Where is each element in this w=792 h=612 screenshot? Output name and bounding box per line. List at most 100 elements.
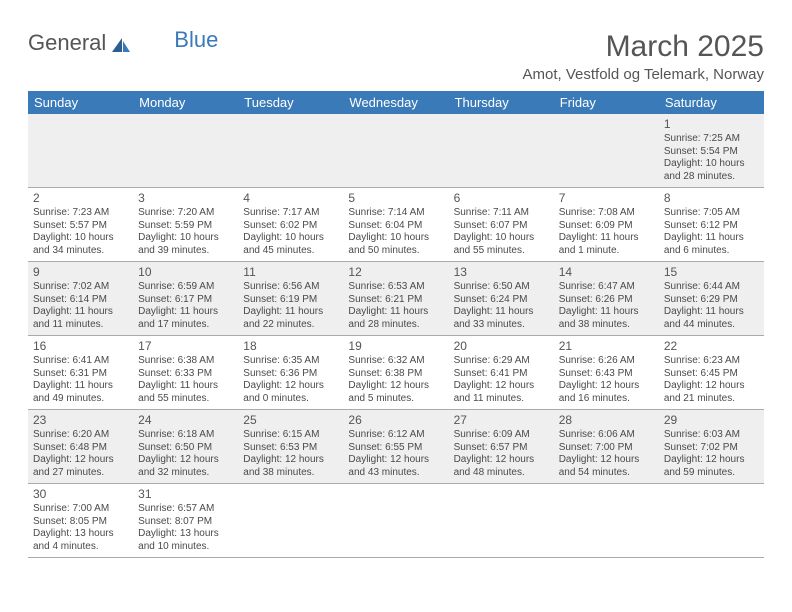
- daylight-text: Daylight: 12 hours and 38 minutes.: [243, 454, 338, 479]
- day-number: 19: [348, 339, 443, 354]
- daylight-text: Daylight: 11 hours and 49 minutes.: [33, 380, 128, 405]
- sunset-text: Sunset: 8:05 PM: [33, 516, 128, 529]
- day-header: Friday: [554, 91, 659, 114]
- calendar-day-cell: 10Sunrise: 6:59 AMSunset: 6:17 PMDayligh…: [133, 262, 238, 336]
- daylight-text: Daylight: 12 hours and 59 minutes.: [664, 454, 759, 479]
- calendar-week-row: 1Sunrise: 7:25 AMSunset: 5:54 PMDaylight…: [28, 114, 764, 188]
- day-number: 2: [33, 191, 128, 206]
- day-number: 4: [243, 191, 338, 206]
- sunset-text: Sunset: 6:41 PM: [454, 368, 549, 381]
- day-number: 25: [243, 413, 338, 428]
- calendar-day-cell: [238, 114, 343, 188]
- daylight-text: Daylight: 11 hours and 22 minutes.: [243, 306, 338, 331]
- day-number: 11: [243, 265, 338, 280]
- day-number: 31: [138, 487, 233, 502]
- day-number: 20: [454, 339, 549, 354]
- calendar-day-cell: 23Sunrise: 6:20 AMSunset: 6:48 PMDayligh…: [28, 410, 133, 484]
- sunrise-text: Sunrise: 6:26 AM: [559, 355, 654, 368]
- day-number: 21: [559, 339, 654, 354]
- day-number: 30: [33, 487, 128, 502]
- sunset-text: Sunset: 6:14 PM: [33, 294, 128, 307]
- daylight-text: Daylight: 12 hours and 11 minutes.: [454, 380, 549, 405]
- calendar-day-cell: 1Sunrise: 7:25 AMSunset: 5:54 PMDaylight…: [659, 114, 764, 188]
- sail-icon: [110, 34, 132, 52]
- calendar-day-cell: 29Sunrise: 6:03 AMSunset: 7:02 PMDayligh…: [659, 410, 764, 484]
- daylight-text: Daylight: 12 hours and 5 minutes.: [348, 380, 443, 405]
- sunset-text: Sunset: 8:07 PM: [138, 516, 233, 529]
- day-number: 29: [664, 413, 759, 428]
- sunset-text: Sunset: 5:54 PM: [664, 146, 759, 159]
- daylight-text: Daylight: 11 hours and 11 minutes.: [33, 306, 128, 331]
- sunrise-text: Sunrise: 6:18 AM: [138, 429, 233, 442]
- daylight-text: Daylight: 12 hours and 27 minutes.: [33, 454, 128, 479]
- day-header: Tuesday: [238, 91, 343, 114]
- calendar-day-cell: [659, 484, 764, 558]
- sunrise-text: Sunrise: 7:14 AM: [348, 207, 443, 220]
- calendar-week-row: 23Sunrise: 6:20 AMSunset: 6:48 PMDayligh…: [28, 410, 764, 484]
- sunset-text: Sunset: 6:38 PM: [348, 368, 443, 381]
- logo: General Blue: [28, 30, 218, 56]
- daylight-text: Daylight: 11 hours and 28 minutes.: [348, 306, 443, 331]
- sunrise-text: Sunrise: 6:12 AM: [348, 429, 443, 442]
- daylight-text: Daylight: 12 hours and 32 minutes.: [138, 454, 233, 479]
- calendar-day-cell: 7Sunrise: 7:08 AMSunset: 6:09 PMDaylight…: [554, 188, 659, 262]
- sunrise-text: Sunrise: 6:59 AM: [138, 281, 233, 294]
- calendar-day-cell: 18Sunrise: 6:35 AMSunset: 6:36 PMDayligh…: [238, 336, 343, 410]
- logo-text-general: General: [28, 30, 106, 56]
- calendar-day-cell: 28Sunrise: 6:06 AMSunset: 7:00 PMDayligh…: [554, 410, 659, 484]
- daylight-text: Daylight: 11 hours and 1 minute.: [559, 232, 654, 257]
- calendar-day-cell: [449, 484, 554, 558]
- month-title: March 2025: [523, 30, 765, 64]
- day-number: 12: [348, 265, 443, 280]
- calendar-day-cell: 4Sunrise: 7:17 AMSunset: 6:02 PMDaylight…: [238, 188, 343, 262]
- sunrise-text: Sunrise: 6:29 AM: [454, 355, 549, 368]
- calendar-day-cell: [554, 114, 659, 188]
- daylight-text: Daylight: 13 hours and 4 minutes.: [33, 528, 128, 553]
- sunset-text: Sunset: 6:21 PM: [348, 294, 443, 307]
- daylight-text: Daylight: 11 hours and 6 minutes.: [664, 232, 759, 257]
- day-number: 18: [243, 339, 338, 354]
- sunset-text: Sunset: 6:12 PM: [664, 220, 759, 233]
- sunrise-text: Sunrise: 6:03 AM: [664, 429, 759, 442]
- calendar-day-cell: [28, 114, 133, 188]
- sunset-text: Sunset: 6:33 PM: [138, 368, 233, 381]
- day-number: 1: [664, 117, 759, 132]
- calendar-day-cell: 30Sunrise: 7:00 AMSunset: 8:05 PMDayligh…: [28, 484, 133, 558]
- daylight-text: Daylight: 12 hours and 0 minutes.: [243, 380, 338, 405]
- sunrise-text: Sunrise: 7:17 AM: [243, 207, 338, 220]
- sunset-text: Sunset: 6:04 PM: [348, 220, 443, 233]
- sunrise-text: Sunrise: 6:47 AM: [559, 281, 654, 294]
- sunrise-text: Sunrise: 7:25 AM: [664, 133, 759, 146]
- sunset-text: Sunset: 6:36 PM: [243, 368, 338, 381]
- day-number: 13: [454, 265, 549, 280]
- sunrise-text: Sunrise: 7:02 AM: [33, 281, 128, 294]
- calendar-day-cell: 15Sunrise: 6:44 AMSunset: 6:29 PMDayligh…: [659, 262, 764, 336]
- sunset-text: Sunset: 6:26 PM: [559, 294, 654, 307]
- calendar-day-cell: 3Sunrise: 7:20 AMSunset: 5:59 PMDaylight…: [133, 188, 238, 262]
- header: General Blue March 2025 Amot, Vestfold o…: [28, 30, 764, 83]
- daylight-text: Daylight: 11 hours and 33 minutes.: [454, 306, 549, 331]
- sunrise-text: Sunrise: 6:57 AM: [138, 503, 233, 516]
- calendar-day-cell: 2Sunrise: 7:23 AMSunset: 5:57 PMDaylight…: [28, 188, 133, 262]
- sunrise-text: Sunrise: 6:35 AM: [243, 355, 338, 368]
- sunrise-text: Sunrise: 6:06 AM: [559, 429, 654, 442]
- day-number: 6: [454, 191, 549, 206]
- sunset-text: Sunset: 6:31 PM: [33, 368, 128, 381]
- calendar-day-cell: 9Sunrise: 7:02 AMSunset: 6:14 PMDaylight…: [28, 262, 133, 336]
- sunset-text: Sunset: 6:07 PM: [454, 220, 549, 233]
- daylight-text: Daylight: 10 hours and 28 minutes.: [664, 158, 759, 183]
- daylight-text: Daylight: 12 hours and 21 minutes.: [664, 380, 759, 405]
- day-header-row: Sunday Monday Tuesday Wednesday Thursday…: [28, 91, 764, 114]
- day-number: 7: [559, 191, 654, 206]
- calendar-week-row: 2Sunrise: 7:23 AMSunset: 5:57 PMDaylight…: [28, 188, 764, 262]
- sunset-text: Sunset: 6:55 PM: [348, 442, 443, 455]
- calendar-day-cell: 31Sunrise: 6:57 AMSunset: 8:07 PMDayligh…: [133, 484, 238, 558]
- sunrise-text: Sunrise: 7:05 AM: [664, 207, 759, 220]
- calendar-week-row: 9Sunrise: 7:02 AMSunset: 6:14 PMDaylight…: [28, 262, 764, 336]
- daylight-text: Daylight: 13 hours and 10 minutes.: [138, 528, 233, 553]
- daylight-text: Daylight: 10 hours and 34 minutes.: [33, 232, 128, 257]
- daylight-text: Daylight: 12 hours and 43 minutes.: [348, 454, 443, 479]
- sunrise-text: Sunrise: 6:15 AM: [243, 429, 338, 442]
- daylight-text: Daylight: 12 hours and 48 minutes.: [454, 454, 549, 479]
- daylight-text: Daylight: 12 hours and 54 minutes.: [559, 454, 654, 479]
